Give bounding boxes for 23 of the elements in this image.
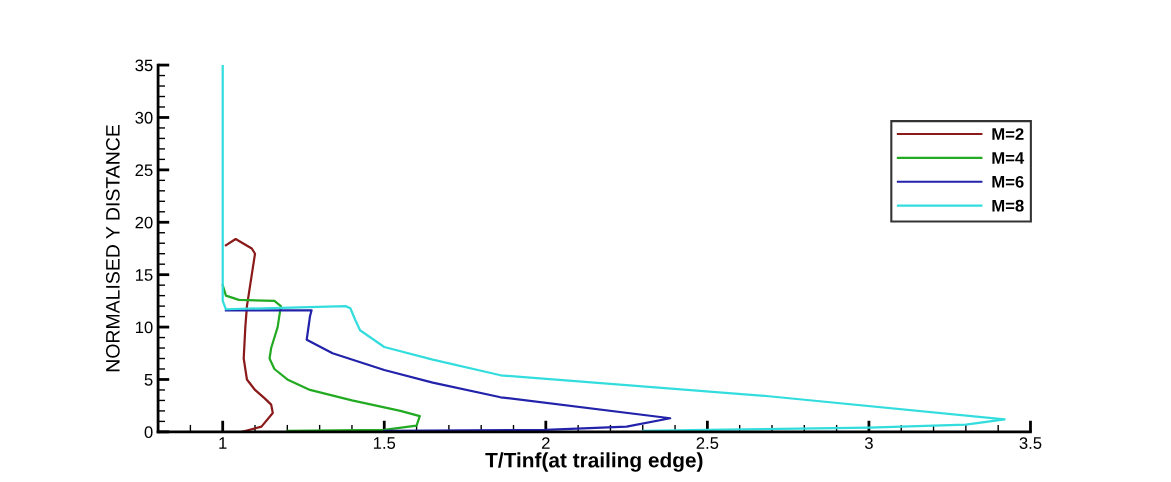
x-tick-label: 3 — [864, 437, 873, 449]
legend-label: M=2 — [992, 128, 1024, 140]
y-tick-label: 35 — [135, 59, 153, 72]
y-tick-label: 30 — [135, 111, 153, 124]
x-tick-label: 2.5 — [696, 437, 719, 449]
line-series — [221, 284, 421, 432]
x-tick-label: 3.5 — [1019, 437, 1042, 449]
x-tick-label: 2 — [542, 437, 550, 449]
x-tick-label: 1.5 — [373, 437, 396, 449]
y-axis-title: NORMALISED Y DISTANCE — [105, 125, 120, 372]
legend-label: M=4 — [992, 152, 1025, 164]
y-tick-label: 10 — [135, 321, 153, 334]
line-series — [224, 237, 274, 432]
y-tick-label: 25 — [135, 164, 153, 177]
legend-label: M=8 — [992, 199, 1024, 212]
y-tick-label: 0 — [144, 426, 153, 439]
x-axis-title: T/Tinf(at trailing edge) — [485, 452, 703, 472]
y-tick-label: 20 — [135, 216, 153, 229]
y-tick-label: 5 — [144, 374, 153, 386]
legend-label: M=6 — [992, 175, 1024, 188]
line-series — [224, 309, 672, 432]
y-tick-label: 15 — [135, 269, 153, 281]
x-tick-label: 1 — [219, 437, 227, 449]
